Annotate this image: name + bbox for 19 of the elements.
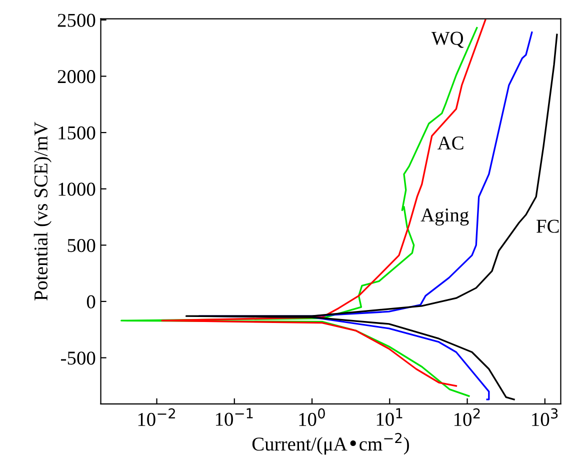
- series-label: Aging: [420, 208, 469, 226]
- x-axis-title: Current/(μA•cm$^{−2}$): [252, 432, 409, 455]
- x-tick-label: 10$^{1}$: [376, 408, 402, 426]
- x-tick-label: 10$^{−1}$: [216, 408, 253, 426]
- y-tick-label: 1500: [58, 126, 96, 140]
- series-label: AC: [438, 136, 464, 150]
- series-label: WQ: [431, 32, 464, 48]
- y-tick-label: 2500: [58, 14, 96, 27]
- x-tick-label: 10$^{0}$: [299, 408, 325, 426]
- y-tick-label: 1000: [58, 182, 96, 196]
- y-tick-label: 500: [68, 238, 96, 252]
- x-tick-label: 10$^{−2}$: [138, 408, 175, 426]
- y-tick-label: 2000: [58, 70, 96, 84]
- y-tick-label: -500: [61, 352, 96, 365]
- x-tick-label: 10$^{3}$: [532, 408, 558, 426]
- series-label: FC: [536, 220, 559, 233]
- y-axis-title: Potential (vs SCE)/mV: [34, 122, 52, 300]
- y-tick-label: 0: [86, 295, 96, 308]
- x-tick-label: 10$^{2}$: [454, 408, 480, 426]
